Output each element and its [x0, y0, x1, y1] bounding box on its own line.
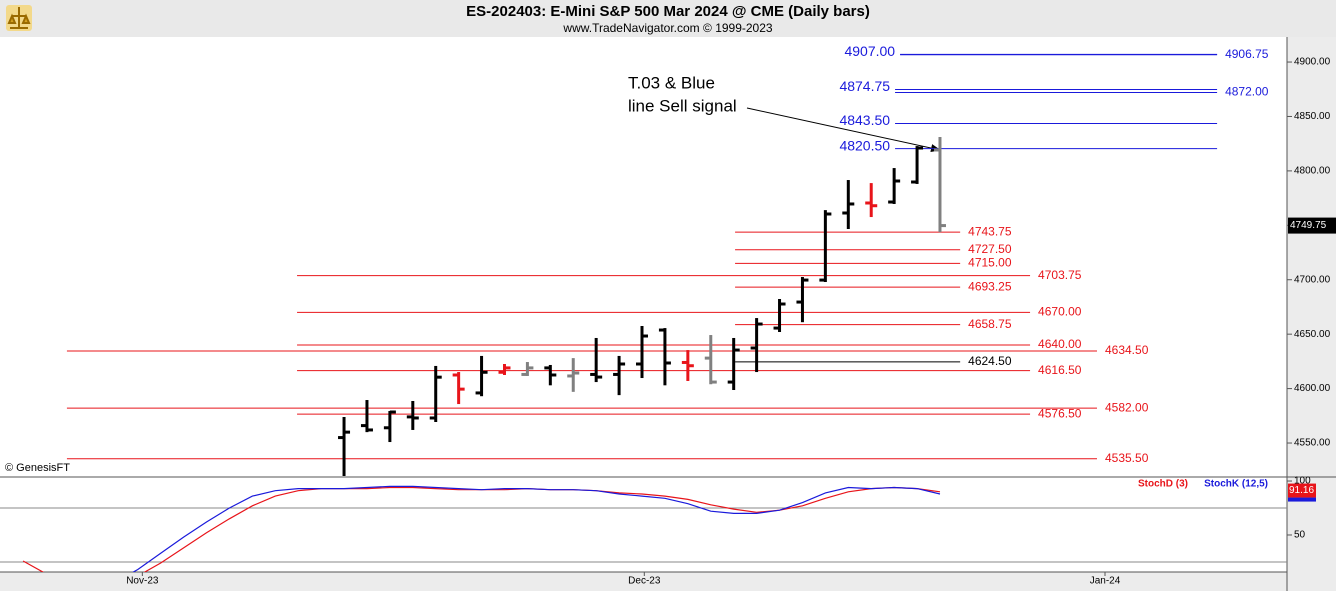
legend-entry: StochK (12,5): [1204, 479, 1268, 490]
level-label: 4703.75: [1038, 268, 1082, 282]
x-tick-label: Dec-23: [628, 576, 661, 587]
y-tick-label: 4700.00: [1294, 274, 1331, 285]
level-label: 4820.50: [839, 137, 890, 153]
annotation: line Sell signal: [628, 96, 737, 115]
logo: [6, 5, 32, 31]
y-tick-label: 100: [1294, 476, 1311, 487]
last-price-label: 4749.75: [1290, 220, 1327, 231]
level-label: 4874.75: [839, 78, 890, 94]
level-label: 4907.00: [844, 43, 895, 59]
level-label: 4670.00: [1038, 305, 1082, 319]
stoch-lines: [22, 485, 941, 572]
level-label: 4582.00: [1105, 400, 1149, 414]
stoch-line: [22, 486, 941, 572]
annotation: T.03 & Blue: [628, 73, 715, 92]
level-label: 4624.50: [968, 354, 1012, 368]
level-label: 4715.00: [968, 256, 1012, 270]
y-tick-label: 50: [1294, 530, 1306, 541]
level-label: 4634.50: [1105, 343, 1149, 357]
last-value-box-2: [1288, 497, 1316, 502]
date-axis-bg: [0, 572, 1287, 591]
level-label: 4640.00: [1038, 337, 1082, 351]
level-label: 4727.50: [968, 242, 1012, 256]
x-tick-label: Jan-24: [1090, 576, 1121, 587]
chart-title: ES-202403: E-Mini S&P 500 Mar 2024 @ CME…: [466, 3, 870, 20]
level-label: 4872.00: [1225, 85, 1269, 99]
level-label: 4843.50: [839, 112, 890, 128]
level-label: 4743.75: [968, 224, 1012, 238]
y-tick-label: 4800.00: [1294, 166, 1331, 177]
level-label: 4906.75: [1225, 47, 1269, 61]
annotation-arrow: [746, 107, 941, 152]
watermark: © GenesisFT: [5, 462, 70, 474]
y-tick-label: 4850.00: [1294, 111, 1331, 122]
level-label: 4693.25: [968, 279, 1012, 293]
y-tick-label: 4550.00: [1294, 438, 1331, 449]
x-tick-label: Nov-23: [126, 576, 159, 587]
chart-subtitle: www.TradeNavigator.com © 1999-2023: [562, 21, 772, 35]
y-tick-label: 4900.00: [1294, 57, 1331, 68]
last-value-label: 91.16: [1289, 485, 1314, 496]
stoch-line: [132, 485, 941, 572]
header-bg: [0, 0, 1336, 37]
level-label: 4576.50: [1038, 406, 1082, 420]
y-tick-label: 4650.00: [1294, 329, 1331, 340]
legend-entry: StochD (3): [1138, 479, 1188, 490]
level-label: 4535.50: [1105, 451, 1149, 465]
level-label: 4616.50: [1038, 363, 1082, 377]
y-tick-label: 4600.00: [1294, 383, 1331, 394]
last-price-box: [1288, 217, 1336, 234]
last-value-box: [1288, 483, 1316, 498]
level-label: 4658.75: [968, 317, 1012, 331]
